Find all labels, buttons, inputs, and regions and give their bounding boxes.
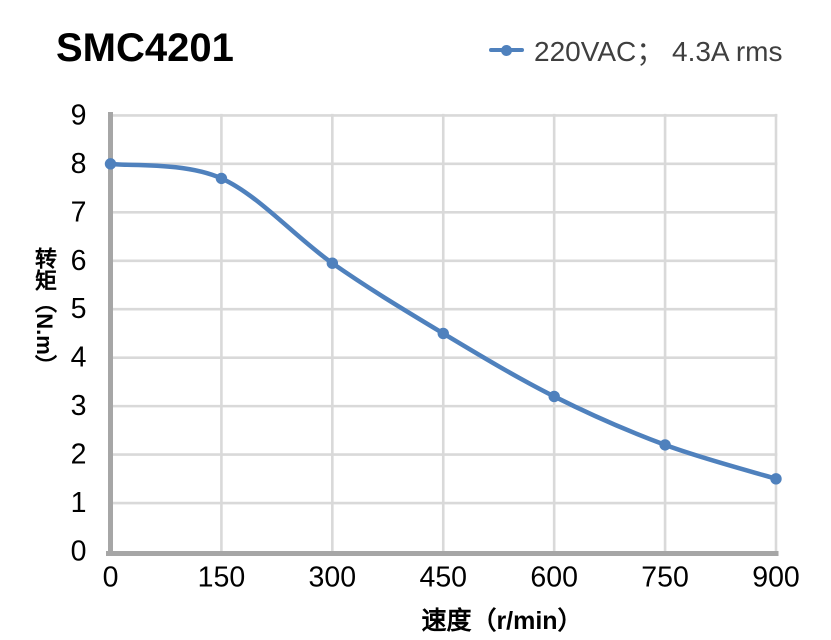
legend-line-marker-icon	[489, 44, 524, 56]
y-tick-label: 9	[71, 99, 87, 131]
y-tick-label: 2	[71, 439, 87, 471]
x-tick-label: 600	[530, 562, 578, 594]
x-axis-title: 速度（r/min）	[421, 607, 583, 635]
y-tick-label: 3	[71, 390, 87, 422]
data-point-marker	[548, 390, 560, 403]
y-tick-label: 7	[71, 196, 87, 228]
data-point-marker	[326, 257, 339, 269]
x-tick-label: 300	[309, 562, 357, 594]
legend: 220VAC； 4.3A rms	[489, 36, 782, 67]
y-tick-label: 1	[71, 487, 87, 519]
y-tick-label: 6	[71, 245, 87, 277]
data-point-marker	[770, 473, 782, 485]
y-tick-label: 0	[71, 536, 87, 568]
data-point-marker	[437, 327, 449, 340]
data-point-marker	[659, 439, 671, 451]
x-tick-label: 900	[752, 562, 800, 594]
x-tick-label: 0	[103, 562, 119, 594]
page-title: SMC4201	[56, 26, 234, 70]
y-tick-label: 8	[71, 148, 87, 180]
x-tick-label: 450	[419, 562, 467, 594]
data-point-marker	[104, 158, 117, 170]
legend-dot	[501, 44, 512, 56]
x-tick-label: 150	[198, 562, 246, 594]
y-tick-label: 4	[71, 342, 87, 374]
y-tick-label: 5	[71, 293, 87, 325]
y-axis-title: 转矩（N.m）	[32, 247, 57, 377]
x-tick-label: 750	[641, 562, 689, 594]
legend-series-label: 220VAC； 4.3A rms	[534, 36, 783, 67]
data-point-marker	[215, 172, 228, 185]
